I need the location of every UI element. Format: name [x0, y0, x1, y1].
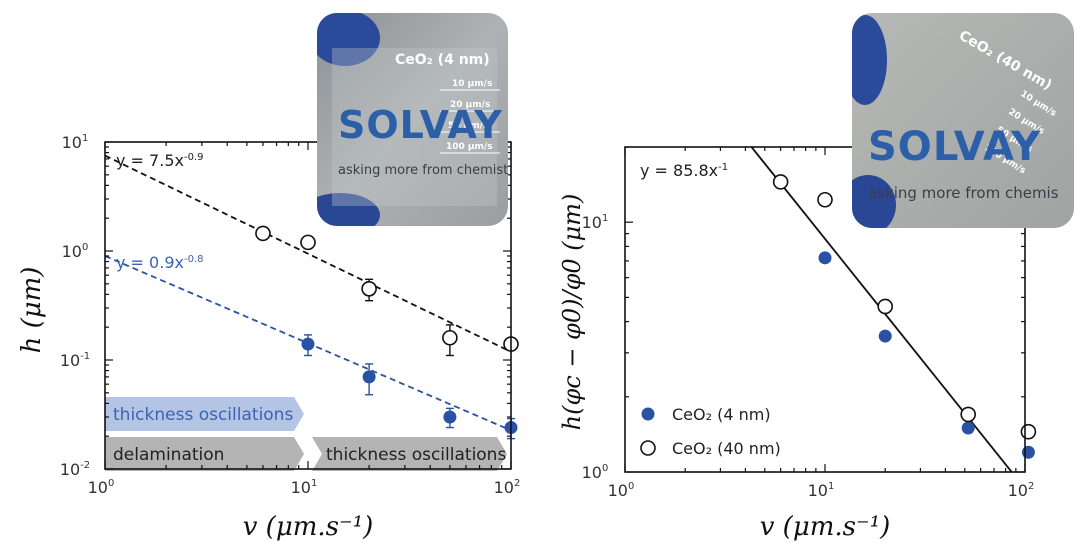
y-axis-label: h (μm): [17, 267, 47, 354]
legend-marker-filled: [641, 407, 655, 421]
regime-label: thickness oscillations: [113, 405, 293, 425]
legend-label-40nm: CeO₂ (40 nm): [672, 439, 781, 458]
photo-brand: SOLVAY: [868, 124, 1041, 170]
speed-label: 50 μm/s: [448, 121, 488, 131]
fit-equation: y = 85.8x-1: [640, 161, 728, 180]
speed-labels: 10 μm/s 20 μm/s 50 μm/s 100 μm/s: [440, 79, 500, 154]
y-tick-label: 100: [62, 242, 89, 261]
data-point-open: [1020, 423, 1037, 440]
fit-equation-blue: y = 0.9x-0.8: [116, 253, 203, 272]
photo-brand: SOLVAY: [338, 103, 503, 147]
data-point-filled: [301, 337, 315, 351]
x-tick-label: 102: [1008, 481, 1035, 500]
data-point-open: [300, 234, 316, 251]
data-point-filled: [961, 421, 975, 435]
y-tick-label: 10-2: [60, 460, 90, 479]
legend-marker-open: [640, 440, 656, 456]
photo-tagline: asking more from chemistry®: [338, 163, 534, 178]
data-point-open: [877, 298, 894, 315]
fit-equation-black: y = 7.5x-0.9: [116, 151, 203, 170]
regime-bands: thickness oscillations delamination thickn…: [105, 397, 507, 471]
glove-top: [852, 15, 887, 105]
data-points: [772, 174, 1037, 459]
data-point-open: [960, 406, 977, 423]
y-tick-label: 100: [582, 463, 609, 482]
data-point-open: [772, 174, 789, 190]
fit-line: [105, 154, 511, 353]
regime-band: [105, 437, 304, 471]
axis-ticks: 100 101 102 10-2 10-1 100 101: [60, 133, 521, 497]
data-point-filled: [1021, 445, 1035, 459]
x-tick-label: 101: [808, 481, 835, 500]
regime-band: [105, 397, 304, 431]
photo-title: CeO₂ (4 nm): [395, 52, 490, 68]
axis-ticks: 100 101 102 100 101: [582, 146, 1035, 500]
y-tick-label: 101: [62, 133, 89, 152]
speed-label: 100 μm/s: [446, 142, 493, 152]
x-tick-label: 100: [608, 481, 635, 500]
right-chart: 100 101 102 100 101 y = 85.8x-1 CeO₂ (4 nm) …: [558, 13, 1074, 542]
photo-tagline: asking more from chemis: [868, 184, 1059, 202]
fit-lines: [750, 147, 1013, 472]
data-point-filled: [362, 370, 376, 384]
data-point-open: [442, 329, 458, 346]
x-axis-label: v (μm.s⁻¹): [243, 512, 374, 542]
y-tick-label: 10-1: [60, 351, 90, 370]
data-point-open: [817, 191, 833, 208]
y-axis-label: h(φc − φ0)/φ0 (μm): [558, 194, 586, 431]
x-tick-label: 100: [88, 478, 115, 497]
left-chart: thickness oscillations delamination thickn…: [17, 13, 534, 542]
x-axis-label: v (μm.s⁻¹): [760, 512, 891, 542]
data-point-open: [361, 280, 377, 297]
speed-label: 10 μm/s: [452, 79, 492, 89]
sample-photo-4nm: CeO₂ (4 nm) 10 μm/s 20 μm/s 50 μm/s 100 μm/…: [317, 13, 534, 226]
data-point-open: [255, 225, 271, 242]
regime-band: [312, 437, 507, 471]
data-point-filled: [818, 251, 832, 265]
x-tick-label: 102: [494, 478, 521, 497]
data-point-filled: [878, 329, 892, 343]
data-point-filled: [443, 410, 457, 424]
fit-line: [750, 147, 1013, 472]
x-tick-label: 101: [291, 478, 318, 497]
legend-label-4nm: CeO₂ (4 nm): [672, 405, 771, 424]
y-tick-label: 101: [582, 213, 609, 232]
regime-label: thickness oscillations: [326, 445, 506, 465]
glove-top: [317, 13, 380, 66]
legend: CeO₂ (4 nm) CeO₂ (40 nm): [640, 405, 781, 458]
speed-label: 20 μm/s: [450, 100, 490, 110]
glove-bottom: [317, 193, 380, 226]
regime-label: delamination: [113, 445, 224, 465]
